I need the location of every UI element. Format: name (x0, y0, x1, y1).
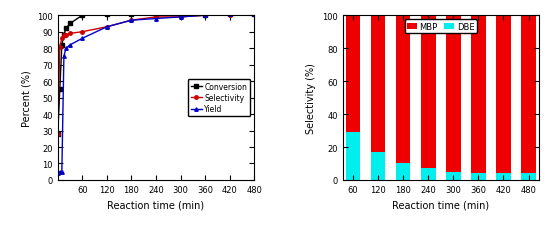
Yield (251, 13, 257, 16)
Selectivity (153, 16, 159, 19)
Selectivity (226, 15, 233, 18)
Line: Yield: Yield (56, 13, 256, 175)
Bar (471, 16, 486, 174)
Bar (396, 164, 410, 180)
Yield (67, 44, 73, 47)
Legend: MBP, DBE: MBP, DBE (404, 20, 477, 34)
Y-axis label: Percent (%): Percent (%) (21, 70, 31, 126)
Line: Conversion: Conversion (56, 13, 256, 136)
Bar (421, 16, 436, 169)
Legend: Conversion, Selectivity, Yield: Conversion, Selectivity, Yield (188, 79, 250, 117)
Conversion (67, 23, 73, 26)
Selectivity (79, 31, 86, 34)
Selectivity (60, 34, 67, 37)
Selectivity (251, 13, 257, 16)
Selectivity (67, 33, 73, 36)
Bar (496, 16, 511, 174)
Yield (202, 15, 208, 18)
Selectivity (103, 26, 110, 29)
Conversion (251, 13, 257, 16)
Bar (371, 16, 386, 152)
Bar (346, 133, 360, 180)
Bar (371, 152, 386, 180)
Selectivity (57, 46, 63, 49)
Bar (346, 16, 360, 133)
Selectivity (63, 34, 69, 37)
Bar (521, 174, 536, 180)
X-axis label: Reaction time (min): Reaction time (min) (392, 200, 490, 210)
X-axis label: Reaction time (min): Reaction time (min) (107, 200, 205, 210)
Conversion (79, 15, 86, 18)
Conversion (54, 133, 61, 136)
Yield (60, 56, 67, 58)
Bar (496, 174, 511, 180)
Conversion (177, 15, 184, 18)
Conversion (60, 34, 67, 37)
Conversion (128, 13, 135, 16)
Yield (103, 26, 110, 29)
Bar (396, 16, 410, 164)
Conversion (103, 13, 110, 16)
Selectivity (58, 38, 65, 40)
Selectivity (128, 20, 135, 22)
Conversion (226, 13, 233, 16)
Y-axis label: Selectivity (%): Selectivity (%) (306, 63, 316, 134)
Bar (446, 16, 461, 172)
Conversion (57, 88, 63, 91)
Yield (79, 38, 86, 40)
Yield (63, 48, 69, 50)
Bar (521, 16, 536, 174)
Yield (226, 13, 233, 16)
Bar (421, 169, 436, 180)
Bar (446, 172, 461, 180)
Conversion (58, 44, 65, 47)
Yield (153, 18, 159, 21)
Bar (471, 174, 486, 180)
Selectivity (54, 133, 61, 136)
Yield (57, 170, 63, 173)
Selectivity (177, 16, 184, 19)
Conversion (202, 15, 208, 18)
Conversion (153, 15, 159, 18)
Yield (54, 172, 61, 175)
Conversion (63, 28, 69, 31)
Yield (58, 170, 65, 173)
Yield (128, 20, 135, 22)
Yield (177, 16, 184, 19)
Line: Selectivity: Selectivity (56, 13, 256, 136)
Selectivity (202, 15, 208, 18)
